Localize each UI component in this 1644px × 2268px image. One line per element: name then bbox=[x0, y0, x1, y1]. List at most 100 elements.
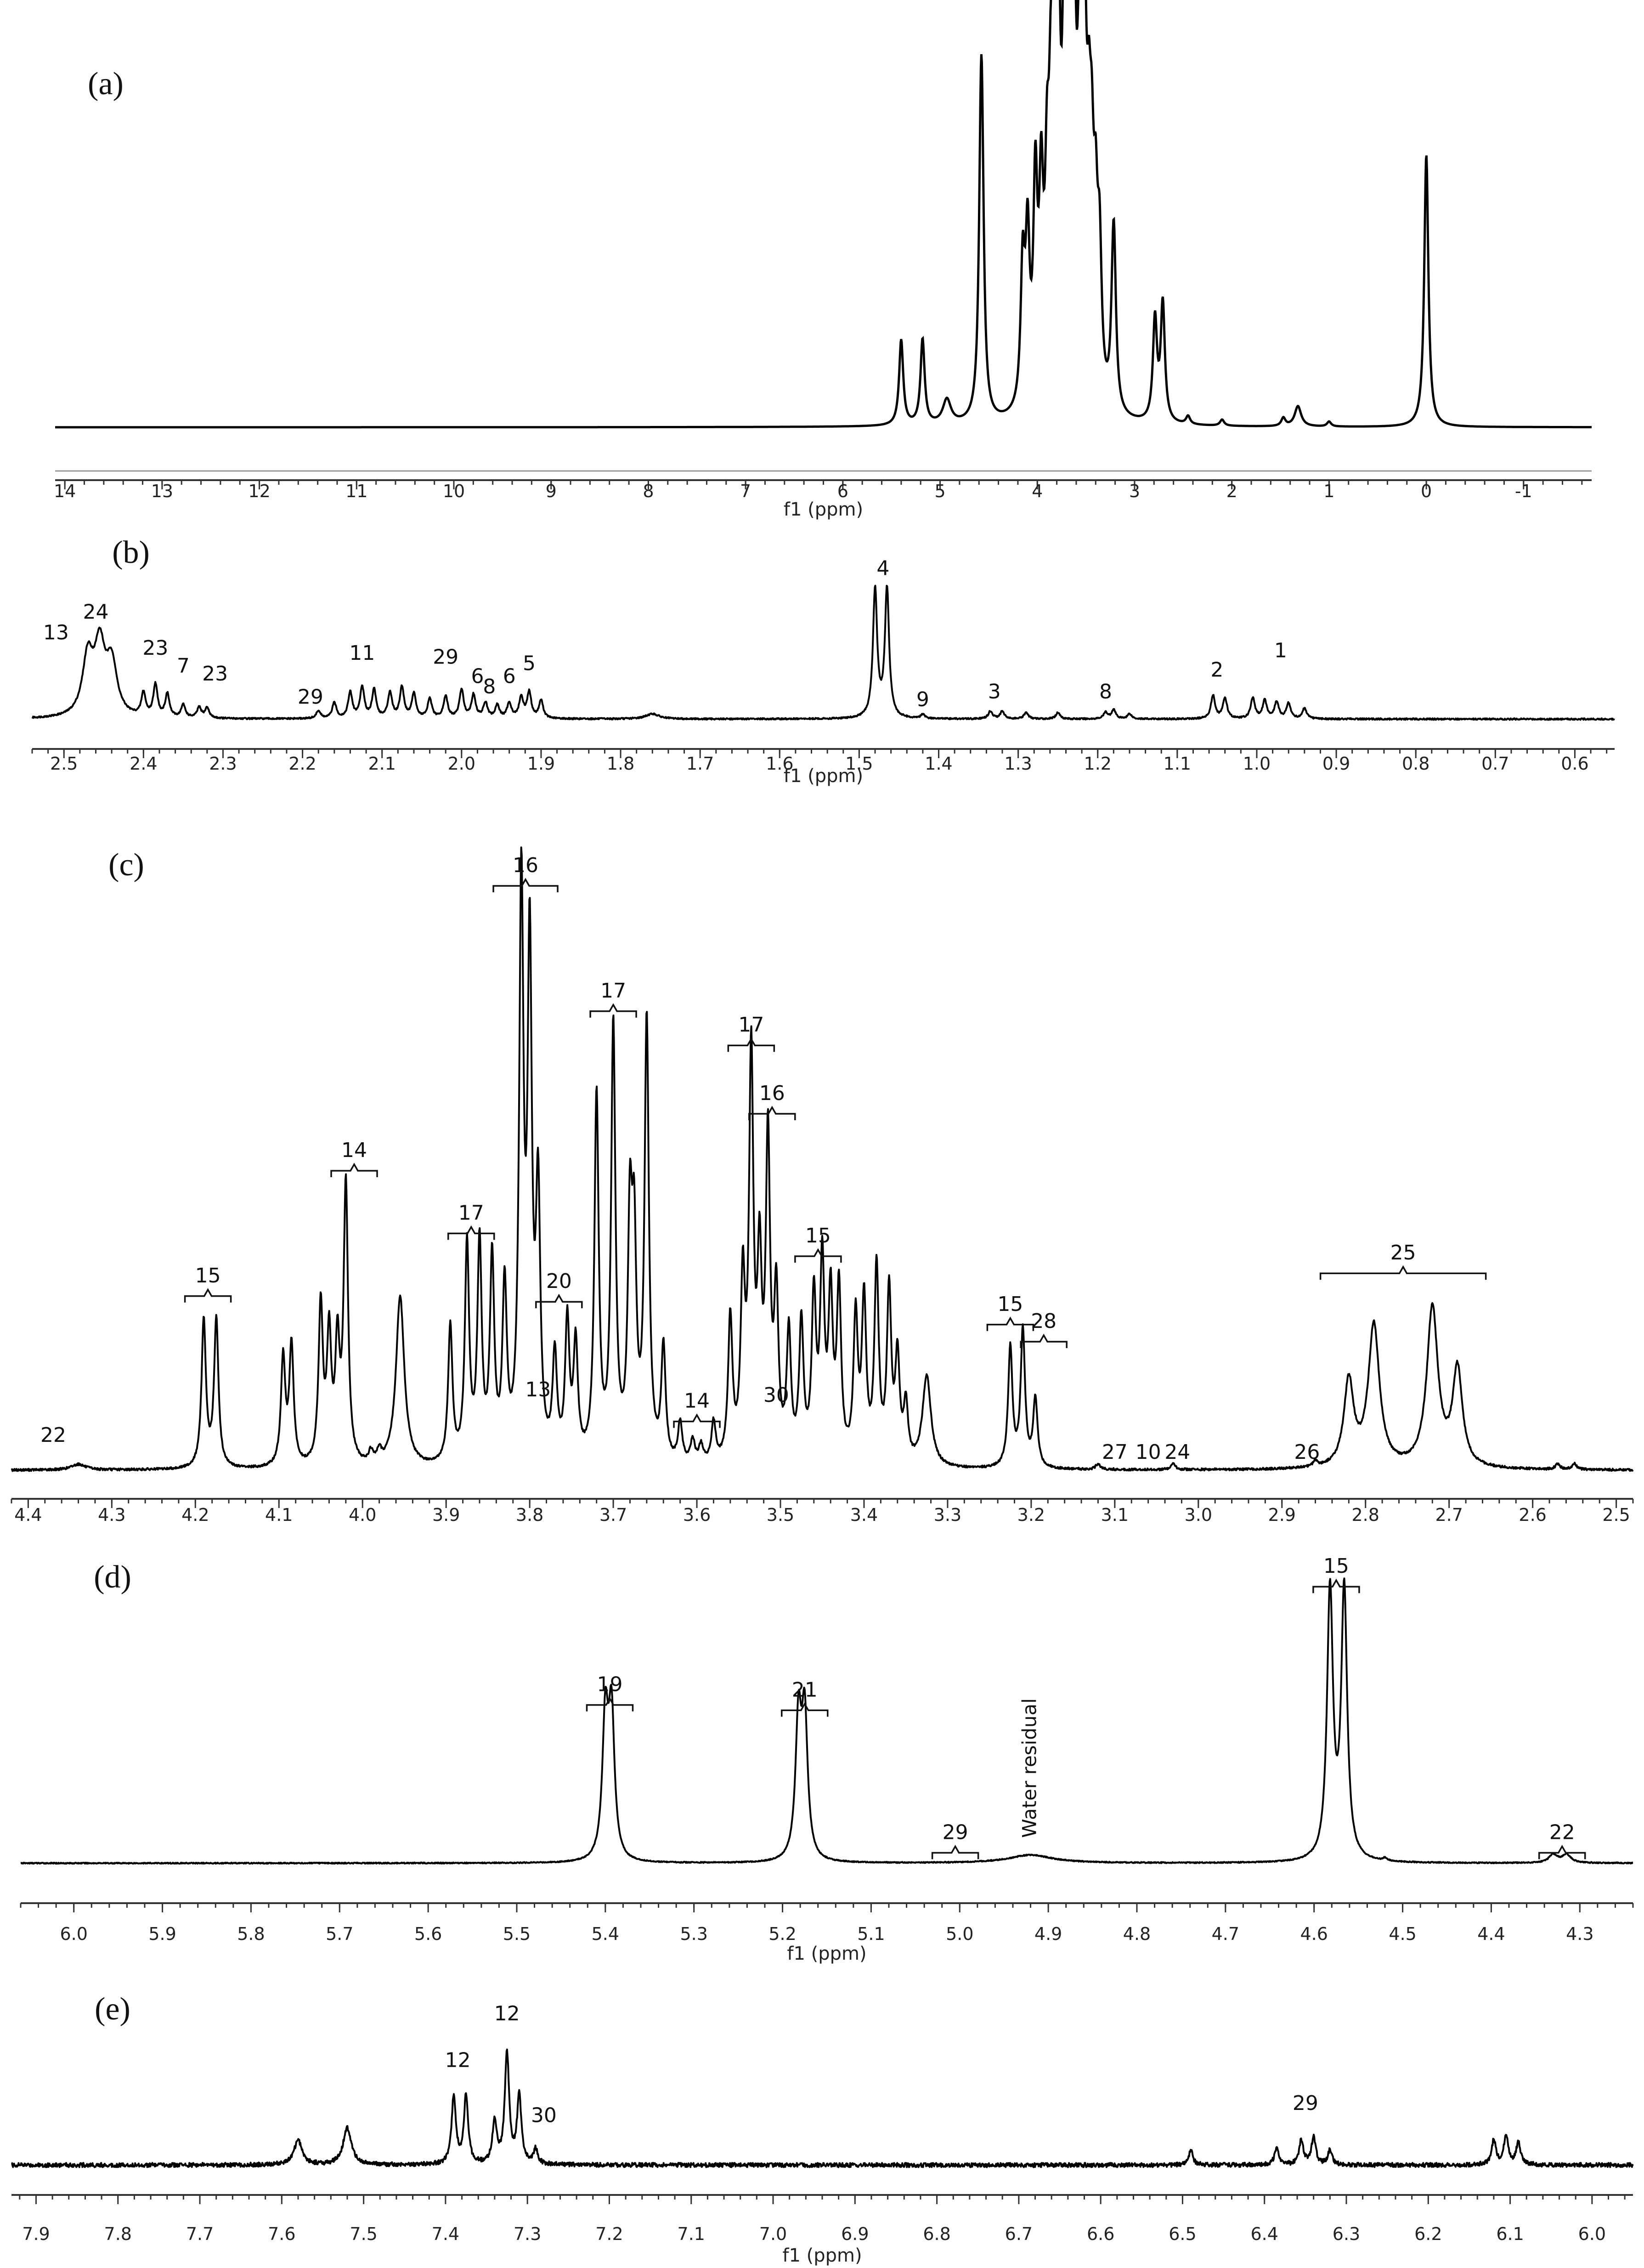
peak-annotation-b: 13 bbox=[43, 621, 69, 644]
peak-annotation-b: 6 bbox=[471, 665, 484, 688]
tick-label-c: 3.9 bbox=[432, 1505, 460, 1525]
tick-label-b: 1.9 bbox=[527, 754, 555, 774]
spectrum-panel-d: (d) 6.0 5.9 5.8 5.7 5.6 5.5 5.4 5.3 5.2 5.1 5.0 4.9 4… bbox=[20, 1554, 1634, 1964]
peak-annotation-c: 17 bbox=[600, 979, 626, 1003]
tick-label-e: 7.9 bbox=[22, 2224, 50, 2244]
tick-label-c: 3.0 bbox=[1185, 1505, 1212, 1525]
tick-label-c: 4.1 bbox=[265, 1505, 293, 1525]
integration-bracket-c bbox=[986, 1316, 1034, 1331]
peak-annotation-e: 30 bbox=[531, 2104, 557, 2127]
panel-label-e: (e) bbox=[95, 1991, 130, 2027]
peak-annotation-c: 25 bbox=[1390, 1241, 1416, 1264]
integration-bracket-c bbox=[673, 1413, 721, 1428]
integration-bracket-c bbox=[727, 1037, 775, 1052]
spectrum-trace-c bbox=[11, 846, 1634, 1472]
integration-bracket-c bbox=[447, 1225, 495, 1240]
tick-label-a: 8 bbox=[643, 481, 654, 501]
tick-label-d: 5.3 bbox=[680, 1924, 707, 1944]
tick-label-a: 4 bbox=[1032, 481, 1043, 501]
tick-label-e: 6.5 bbox=[1169, 2224, 1196, 2244]
tick-label-c: 3.8 bbox=[516, 1505, 543, 1525]
tick-label-b: 1.4 bbox=[925, 754, 952, 774]
peak-annotation-b: 5 bbox=[523, 652, 536, 675]
integration-bracket-c bbox=[589, 1003, 637, 1018]
tick-label-a: 13 bbox=[151, 481, 173, 501]
peak-annotation-d: 22 bbox=[1549, 1820, 1575, 1844]
tick-label-c: 2.5 bbox=[1602, 1505, 1630, 1525]
peak-annotation-d: 21 bbox=[792, 1678, 818, 1701]
tick-label-c: 3.5 bbox=[767, 1505, 794, 1525]
tick-label-e: 6.9 bbox=[841, 2224, 869, 2244]
tick-label-c: 3.2 bbox=[1017, 1505, 1045, 1525]
panel-label-d: (d) bbox=[94, 1559, 131, 1595]
spectrum-panel-a: (a)14 13 12 11 10 9 8 7 6 5 4 3 2 1 0 -1f1 (ppm) bbox=[54, 0, 1592, 520]
tick-label-a: 3 bbox=[1129, 481, 1140, 501]
tick-label-d: 4.5 bbox=[1389, 1924, 1416, 1944]
tick-label-d: 4.8 bbox=[1123, 1924, 1151, 1944]
peak-annotation-b: 11 bbox=[349, 641, 375, 665]
spectrum-panels: (a)14 13 12 11 10 9 8 7 6 5 4 3 2 1 0 -1f1 (ppm)(b)2.5 2… bbox=[11, 0, 1634, 2266]
tick-label-a: 10 bbox=[443, 481, 465, 501]
peak-annotation-c: 16 bbox=[759, 1082, 785, 1105]
tick-label-b: 1.2 bbox=[1084, 754, 1112, 774]
peak-annotation-b: 9 bbox=[916, 688, 929, 711]
spectrum-trace-e bbox=[11, 2048, 1634, 2168]
tick-label-c: 2.8 bbox=[1352, 1505, 1379, 1525]
tick-label-e: 6.1 bbox=[1496, 2224, 1524, 2244]
tick-label-b: 2.1 bbox=[368, 754, 395, 774]
tick-label-c: 3.4 bbox=[850, 1505, 878, 1525]
peak-annotation-d: 15 bbox=[1323, 1554, 1349, 1578]
panel-label-c: (c) bbox=[108, 847, 144, 883]
peak-annotation-d: 29 bbox=[943, 1820, 968, 1844]
panel-label-a: (a) bbox=[88, 66, 124, 102]
tick-label-c: 3.1 bbox=[1101, 1505, 1129, 1525]
tick-label-e: 6.8 bbox=[923, 2224, 950, 2244]
tick-label-b: 1.1 bbox=[1164, 754, 1191, 774]
peak-annotation-c: 15 bbox=[997, 1293, 1023, 1316]
peak-annotation-c: 15 bbox=[805, 1224, 831, 1247]
integration-bracket-c bbox=[492, 878, 559, 892]
tick-label-d: 4.9 bbox=[1034, 1924, 1062, 1944]
tick-label-d: 5.9 bbox=[148, 1924, 176, 1944]
tick-label-c: 2.6 bbox=[1519, 1505, 1546, 1525]
x-axis-label-d: f1 (ppm) bbox=[787, 1943, 866, 1964]
tick-label-a: 14 bbox=[54, 481, 76, 501]
tick-label-b: 1.0 bbox=[1243, 754, 1271, 774]
tick-label-d: 4.6 bbox=[1300, 1924, 1328, 1944]
peak-annotation-b: 1 bbox=[1274, 639, 1287, 663]
tick-label-c: 2.7 bbox=[1435, 1505, 1463, 1525]
peak-annotation-c: 20 bbox=[546, 1270, 572, 1293]
peak-annotation-c: 17 bbox=[738, 1013, 764, 1037]
spectrum-trace-a bbox=[55, 0, 1592, 429]
tick-label-b: 0.8 bbox=[1402, 754, 1429, 774]
tick-label-e: 6.0 bbox=[1578, 2224, 1606, 2244]
tick-label-c: 4.4 bbox=[14, 1505, 42, 1525]
integration-bracket-c bbox=[535, 1293, 583, 1309]
tick-label-e: 7.8 bbox=[104, 2224, 132, 2244]
peak-annotation-b: 6 bbox=[503, 665, 516, 688]
peak-annotation-c: 16 bbox=[513, 854, 538, 877]
tick-label-b: 1.5 bbox=[845, 754, 873, 774]
peak-annotation-b: 23 bbox=[202, 662, 228, 686]
tick-label-a: 6 bbox=[837, 481, 848, 501]
peak-annotation-d: 19 bbox=[597, 1673, 623, 1696]
peak-annotation-c: 14 bbox=[684, 1389, 710, 1413]
tick-label-b: 2.3 bbox=[209, 754, 237, 774]
tick-label-c: 3.7 bbox=[599, 1505, 627, 1525]
tick-label-e: 6.7 bbox=[1005, 2224, 1033, 2244]
tick-label-e: 7.0 bbox=[759, 2224, 787, 2244]
tick-label-e: 7.4 bbox=[432, 2224, 459, 2244]
peak-annotation-b: 2 bbox=[1210, 658, 1223, 682]
integration-bracket-c bbox=[748, 1106, 796, 1120]
integration-bracket-c bbox=[794, 1248, 842, 1263]
tick-label-a: 2 bbox=[1226, 481, 1237, 501]
tick-label-b: 1.8 bbox=[607, 754, 634, 774]
peak-annotation-c: 15 bbox=[195, 1264, 221, 1287]
spectrum-panel-e: (e) 7.9 7.8 7.7 7.6 7.5 7.4 7.3 7.2 7.1 7.0 6.9 6.8 6… bbox=[11, 1991, 1634, 2266]
tick-label-e: 6.3 bbox=[1333, 2224, 1360, 2244]
peak-annotation-c: 13 bbox=[525, 1378, 551, 1401]
tick-label-d: 4.7 bbox=[1212, 1924, 1239, 1944]
panel-label-b: (b) bbox=[112, 535, 150, 570]
tick-label-c: 2.9 bbox=[1268, 1505, 1296, 1525]
